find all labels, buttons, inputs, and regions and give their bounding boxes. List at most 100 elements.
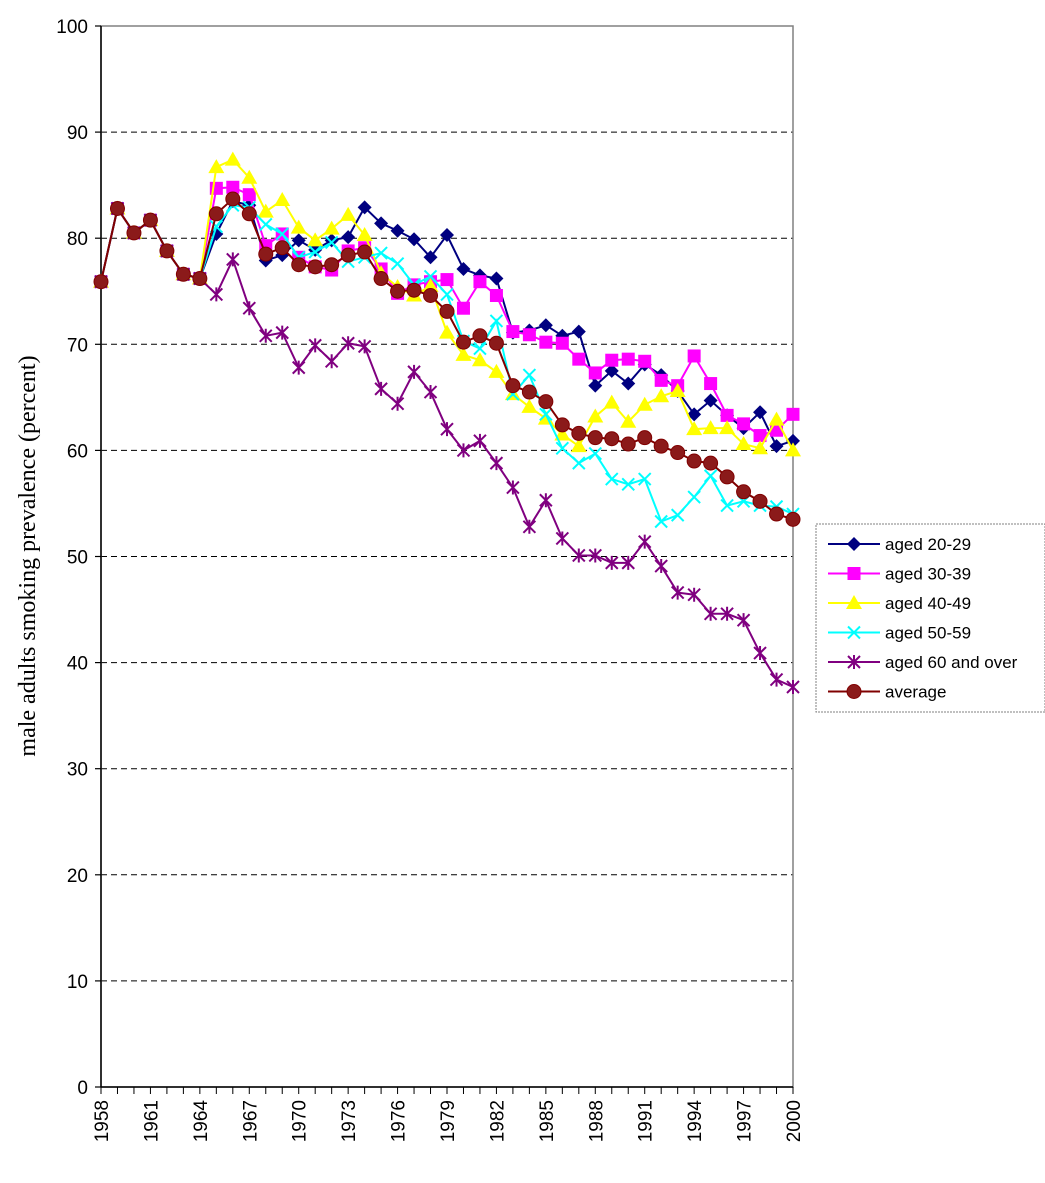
x-tick-label: 1985 — [537, 1100, 558, 1142]
data-point — [686, 421, 703, 436]
data-point — [275, 227, 289, 241]
legend-box — [815, 523, 1045, 713]
data-point — [473, 433, 487, 448]
y-tick-label: 60 — [67, 441, 88, 462]
x-tick-label: 1973 — [339, 1100, 360, 1142]
data-point — [587, 408, 604, 423]
x-tick-label: 1961 — [141, 1100, 162, 1142]
x-tick-label: 2000 — [784, 1100, 805, 1142]
data-point — [605, 472, 619, 486]
data-point — [555, 336, 569, 350]
data-point — [440, 422, 454, 437]
data-point — [226, 252, 240, 267]
data-point — [521, 384, 537, 400]
data-point — [456, 261, 471, 276]
legend-marker — [847, 567, 861, 580]
data-point — [307, 232, 324, 247]
y-tick-label: 90 — [67, 123, 88, 144]
data-point — [324, 235, 339, 250]
data-point — [653, 388, 670, 403]
legend-item: aged 60 and over — [828, 653, 1018, 672]
x-tick-label: 1970 — [290, 1100, 311, 1142]
data-point — [753, 646, 767, 661]
data-point — [324, 354, 339, 369]
data-point — [241, 169, 258, 184]
data-point — [242, 188, 256, 202]
data-point — [374, 216, 389, 231]
data-point — [323, 220, 340, 235]
data-point — [471, 352, 488, 367]
data-point — [489, 456, 504, 471]
data-point — [687, 407, 702, 422]
data-point — [390, 223, 405, 238]
data-point — [275, 325, 289, 340]
data-point — [226, 180, 240, 194]
data-point — [274, 192, 291, 207]
data-point — [539, 407, 553, 422]
data-point — [505, 378, 521, 394]
data-point — [109, 200, 125, 216]
data-point — [621, 477, 635, 492]
data-point — [736, 484, 752, 500]
data-point — [423, 269, 438, 284]
data-point — [440, 287, 454, 302]
data-point — [489, 314, 504, 328]
y-axis-label: male adults smoking prevalence (percent) — [15, 355, 41, 756]
y-tick-label: 100 — [56, 17, 88, 38]
legend-item: aged 40-49 — [828, 594, 971, 613]
y-tick-label: 40 — [67, 654, 88, 675]
data-point — [455, 346, 472, 361]
data-point — [472, 328, 488, 344]
data-point — [407, 232, 422, 247]
data-point — [588, 378, 603, 393]
data-point — [605, 555, 619, 570]
x-tick-label: 1988 — [586, 1100, 607, 1142]
data-point — [555, 441, 570, 455]
data-point — [439, 303, 455, 319]
data-point — [539, 335, 553, 349]
data-point — [291, 233, 306, 248]
data-point — [571, 425, 587, 441]
data-point — [638, 534, 652, 549]
data-point — [703, 606, 718, 621]
legend-label: aged 50-59 — [885, 624, 971, 643]
data-point — [423, 287, 439, 303]
data-point — [604, 431, 620, 447]
data-point — [291, 257, 307, 273]
data-point — [423, 250, 438, 265]
x-tick-label: 1991 — [636, 1100, 657, 1142]
data-point — [670, 585, 685, 600]
data-point — [620, 413, 637, 428]
y-tick-label: 80 — [67, 229, 88, 250]
data-point — [621, 352, 635, 366]
data-point — [488, 363, 505, 378]
data-point — [539, 493, 553, 508]
data-point — [209, 287, 224, 302]
data-point — [521, 398, 538, 413]
data-point — [506, 325, 520, 339]
data-point — [374, 381, 388, 396]
data-point — [769, 672, 784, 687]
data-point — [208, 206, 224, 222]
legend-marker — [847, 537, 861, 551]
data-point — [142, 212, 158, 228]
data-point — [93, 274, 109, 290]
data-point — [670, 508, 685, 522]
data-point — [407, 364, 421, 379]
data-point — [390, 396, 405, 411]
data-point — [324, 257, 340, 273]
data-point — [621, 376, 636, 391]
data-point — [292, 360, 306, 375]
data-point — [522, 519, 537, 534]
data-point — [522, 368, 537, 382]
data-point — [669, 382, 686, 397]
legend-marker — [846, 684, 862, 699]
data-point — [340, 247, 356, 263]
data-point — [687, 490, 701, 504]
data-point — [621, 555, 635, 570]
data-point — [786, 407, 800, 421]
data-point — [638, 354, 652, 368]
data-point — [538, 318, 553, 333]
data-point — [654, 373, 668, 387]
legend-marker — [847, 655, 861, 669]
